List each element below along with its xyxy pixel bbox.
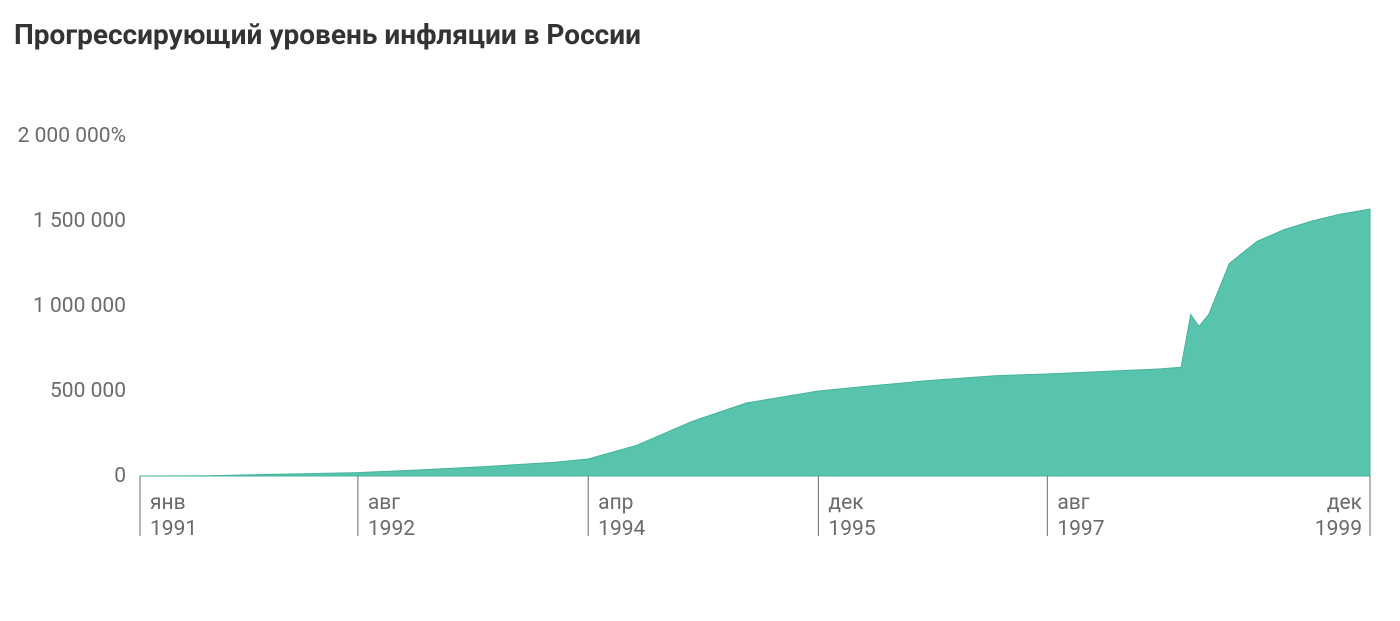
x-tick-label: апр1994	[598, 490, 645, 543]
x-tick-year: 1994	[598, 516, 645, 542]
x-tick-label: авг1997	[1057, 490, 1104, 543]
x-tick-year: 1995	[828, 516, 875, 542]
x-tick-month: авг	[1057, 490, 1104, 516]
x-tick-month: авг	[368, 490, 415, 516]
y-tick-label: 1 500 000	[0, 209, 126, 233]
y-tick-label: 0	[0, 464, 126, 488]
x-tick-label: янв1991	[150, 490, 197, 543]
x-tick-year: 1999	[1282, 516, 1362, 542]
x-tick-label: дек1995	[828, 490, 875, 543]
x-tick-month: апр	[598, 490, 645, 516]
x-tick-label: авг1992	[368, 490, 415, 543]
x-tick-month: янв	[150, 490, 197, 516]
inflation-area-chart: янв1991авг1992апр1994дек1995авг1997дек19…	[0, 61, 1400, 621]
x-tick-year: 1991	[150, 516, 197, 542]
x-tick-label: дек1999	[1282, 490, 1362, 543]
x-tick-month: дек	[828, 490, 875, 516]
x-tick-year: 1992	[368, 516, 415, 542]
chart-title: Прогрессирующий уровень инфляции в Росси…	[14, 18, 1380, 51]
x-tick-year: 1997	[1057, 516, 1104, 542]
area-series	[140, 209, 1370, 476]
y-tick-label: 1 000 000	[0, 294, 126, 318]
y-tick-label: 500 000	[0, 379, 126, 403]
y-tick-label: 2 000 000%	[0, 124, 126, 148]
x-tick-month: дек	[1282, 490, 1362, 516]
